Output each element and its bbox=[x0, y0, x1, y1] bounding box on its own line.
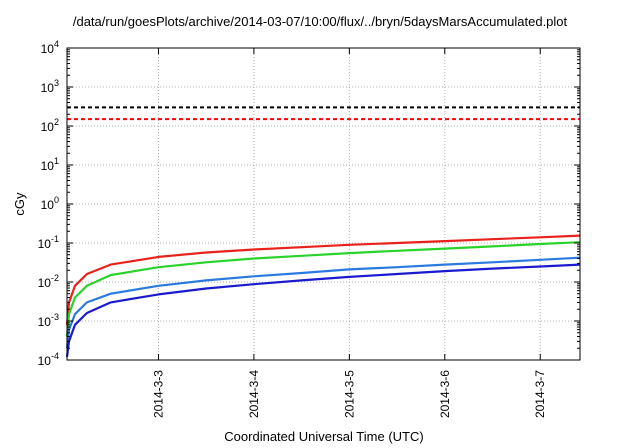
series-group bbox=[65, 234, 581, 358]
chart-title: /data/run/goesPlots/archive/2014-03-07/1… bbox=[72, 14, 568, 29]
x-tick-label: 2014-3-4 bbox=[247, 370, 261, 418]
series-line bbox=[65, 234, 581, 325]
series-line bbox=[65, 256, 581, 349]
y-tick-label: 10-4 bbox=[38, 351, 59, 368]
y-axis-label: cGy bbox=[12, 192, 27, 216]
y-tick-label: 103 bbox=[41, 78, 59, 95]
x-tick-label: 2014-3-7 bbox=[533, 370, 547, 418]
plot-frame bbox=[66, 47, 581, 361]
threshold-lines bbox=[67, 106, 580, 121]
series-line bbox=[65, 241, 581, 337]
x-tick-label: 2014-3-3 bbox=[151, 370, 165, 418]
y-tick-label: 101 bbox=[41, 156, 59, 173]
y-tick-label: 102 bbox=[41, 117, 59, 134]
y-axis-ticks: 10-4 10-3 10-2 10-1 100 101 102 103 104 bbox=[38, 39, 580, 368]
y-tick-label: 10-3 bbox=[38, 312, 59, 329]
x-tick-label: 2014-3-6 bbox=[438, 370, 452, 418]
x-axis-label: Coordinated Universal Time (UTC) bbox=[224, 429, 423, 444]
y-tick-label: 104 bbox=[41, 39, 59, 56]
y-tick-label: 10-1 bbox=[38, 234, 59, 251]
x-axis-ticks: 2014-3-3 2014-3-4 2014-3-5 2014-3-6 2014-3-7 bbox=[151, 48, 547, 418]
series-line bbox=[65, 263, 581, 358]
x-tick-label: 2014-3-5 bbox=[342, 370, 356, 418]
y-tick-label: 100 bbox=[41, 195, 59, 212]
grid bbox=[67, 48, 580, 360]
y-tick-label: 10-2 bbox=[38, 273, 59, 290]
